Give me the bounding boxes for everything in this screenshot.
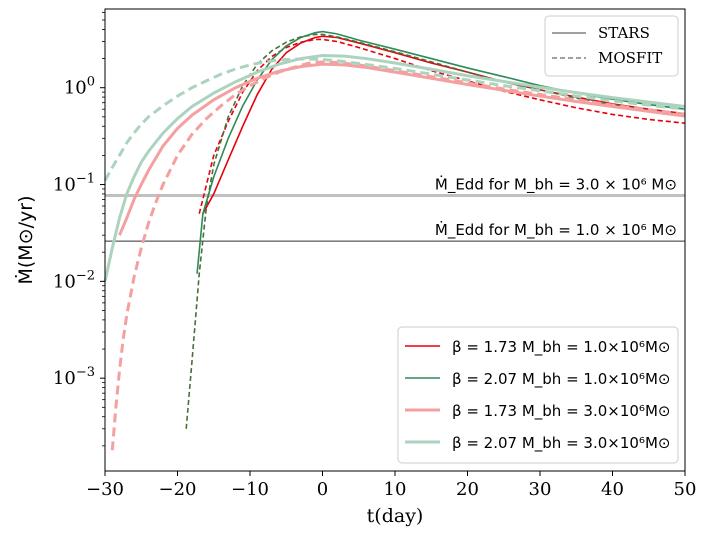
style-legend-box (544, 15, 679, 77)
eddington-label: Ṁ_Edd for M_bh = 1.0 × 10⁶ M⊙ (435, 220, 677, 240)
x-tick-label: −10 (231, 479, 269, 500)
eddington-lines (105, 194, 685, 242)
x-axis: −30 −20 −10 0 10 20 30 40 50 (86, 471, 696, 500)
eddington-label: Ṁ_Edd for M_bh = 3.0 × 10⁶ M⊙ (435, 175, 677, 195)
x-tick-label: −20 (159, 479, 197, 500)
style-legend: STARS MOSFIT (544, 15, 679, 77)
y-axis-label: Ṁ(M⊙/yr) (14, 196, 37, 285)
x-tick-label: 20 (456, 479, 479, 500)
series-legend-box (397, 326, 679, 464)
x-axis-label: t(day) (367, 505, 424, 527)
x-tick-label: 0 (317, 479, 328, 500)
y-tick-label: 10−2 (53, 268, 95, 292)
series-stars-line (118, 62, 686, 236)
y-tick-label: 10−1 (53, 172, 95, 196)
x-tick-label: 10 (384, 479, 407, 500)
x-tick-label: −30 (86, 479, 124, 500)
series-stars-line (103, 54, 686, 282)
series-legend-label: β = 1.73 M_bh = 1.0×10⁶M⊙ (452, 338, 670, 357)
y-tick-label: 100 (64, 75, 95, 99)
series-mosfit-line (103, 57, 686, 182)
style-legend-label: MOSFIT (598, 49, 662, 67)
series-mosfit-line (198, 38, 686, 214)
series-legend-label: β = 2.07 M_bh = 3.0×10⁶M⊙ (452, 434, 670, 453)
series-legend: β = 1.73 M_bh = 1.0×10⁶M⊙ β = 2.07 M_bh =… (397, 326, 679, 464)
style-legend-label: STARS (598, 24, 650, 42)
x-tick-label: 50 (674, 479, 697, 500)
x-tick-label: 40 (601, 479, 624, 500)
series-legend-label: β = 2.07 M_bh = 1.0×10⁶M⊙ (452, 370, 670, 389)
eddington-labels: Ṁ_Edd for M_bh = 3.0 × 10⁶ M⊙ Ṁ_Edd for M… (435, 175, 677, 241)
series-layer (103, 30, 686, 451)
y-axis: 10−3 10−2 10−1 100 (53, 11, 105, 447)
x-tick-label: 30 (529, 479, 552, 500)
series-legend-label: β = 1.73 M_bh = 3.0×10⁶M⊙ (452, 402, 670, 421)
y-tick-label: 10−3 (53, 365, 95, 389)
